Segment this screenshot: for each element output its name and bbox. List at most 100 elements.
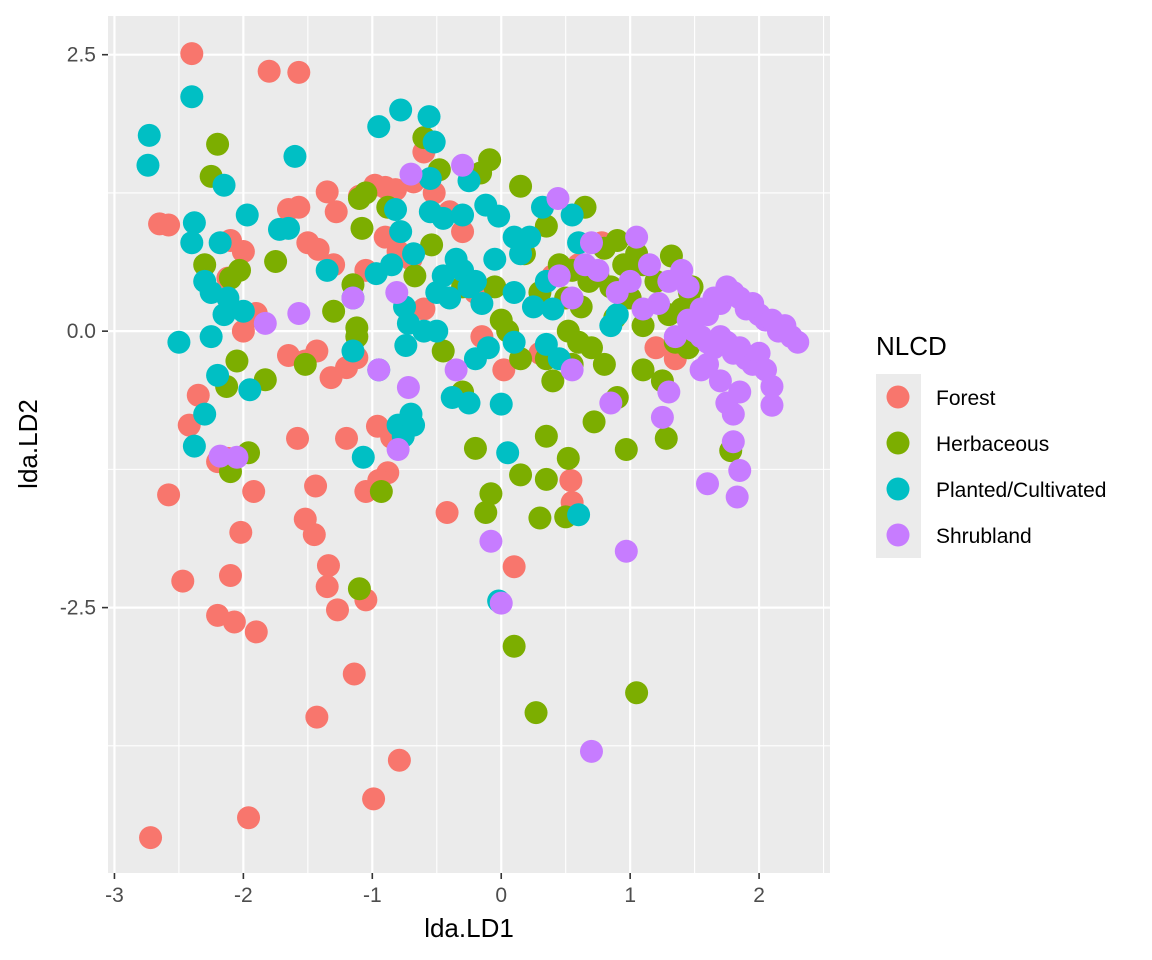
data-point (560, 203, 584, 227)
data-point (222, 610, 246, 634)
data-point (560, 358, 584, 382)
data-point (218, 564, 242, 588)
data-point (457, 391, 481, 415)
data-point (341, 339, 365, 363)
legend-key (886, 385, 910, 409)
data-point (451, 153, 475, 177)
data-point (315, 180, 339, 204)
data-point (167, 330, 191, 354)
data-point (229, 520, 253, 544)
data-point (631, 314, 655, 338)
data-point (521, 295, 545, 319)
data-point (305, 705, 329, 729)
data-points (136, 42, 810, 850)
data-point (287, 60, 311, 84)
data-point (225, 349, 249, 373)
data-point (212, 173, 236, 197)
data-point (435, 501, 459, 525)
data-point (605, 228, 629, 252)
data-point (412, 319, 436, 343)
data-point (315, 258, 339, 282)
data-point (180, 231, 204, 255)
data-point (592, 352, 616, 376)
data-point (579, 231, 603, 255)
data-point (186, 383, 210, 407)
data-point (283, 144, 307, 168)
data-point (524, 701, 548, 725)
data-point (534, 214, 558, 238)
data-point (579, 739, 603, 763)
axes: -3 -2 -1 0 1 2 2.5 0.0 -2.5 (60, 44, 765, 907)
data-point (547, 264, 571, 288)
data-point (614, 437, 638, 461)
data-point (418, 167, 442, 191)
data-point (422, 130, 446, 154)
data-point (509, 174, 533, 198)
data-point (631, 297, 655, 321)
data-point (225, 445, 249, 469)
data-point (431, 206, 455, 230)
data-point (567, 503, 591, 527)
data-point (335, 426, 359, 450)
x-tick-label: 2 (753, 884, 765, 907)
data-point (293, 352, 317, 376)
data-point (696, 352, 720, 376)
data-point (567, 330, 591, 354)
data-point (362, 787, 386, 811)
data-point (479, 529, 503, 553)
data-point (208, 231, 232, 255)
data-point (231, 319, 255, 343)
data-point (242, 479, 266, 503)
data-point (528, 506, 552, 530)
data-point (193, 253, 217, 277)
data-point (208, 444, 232, 468)
data-point (638, 253, 661, 277)
data-point (350, 216, 374, 240)
data-point (721, 430, 745, 454)
data-point (238, 378, 262, 402)
data-point (502, 634, 526, 658)
data-point (560, 286, 584, 310)
y-tick-label: 0.0 (67, 320, 96, 343)
data-point (399, 162, 423, 186)
data-point (760, 393, 784, 417)
data-point (502, 280, 526, 304)
data-point (657, 380, 681, 404)
data-point (324, 200, 348, 224)
data-point (509, 463, 533, 487)
data-point (470, 292, 494, 316)
data-point (492, 358, 516, 382)
data-point (380, 253, 404, 277)
data-point (306, 237, 330, 261)
data-point (431, 339, 455, 363)
legend-key (886, 523, 910, 547)
data-point (696, 472, 720, 496)
data-point (489, 392, 513, 416)
data-point (235, 203, 259, 227)
data-point (231, 240, 255, 264)
legend-label: Planted/Cultivated (936, 479, 1106, 502)
data-point (451, 203, 475, 227)
data-point (347, 577, 371, 601)
data-point (322, 299, 346, 323)
data-point (582, 410, 606, 434)
data-point (605, 303, 629, 327)
data-point (654, 426, 678, 450)
data-point (541, 369, 565, 393)
x-tick-label: -3 (105, 884, 124, 907)
data-point (725, 485, 749, 509)
data-point (351, 445, 375, 469)
legend-label: Forest (936, 387, 996, 410)
legend-label: Shrubland (936, 525, 1032, 548)
data-point (402, 413, 426, 437)
data-point (625, 225, 649, 249)
series-shrubland (208, 153, 810, 763)
data-point (786, 330, 810, 354)
data-point (136, 153, 160, 177)
data-point (218, 266, 242, 290)
data-point (384, 198, 408, 222)
data-point (631, 358, 655, 382)
data-point (180, 85, 204, 109)
data-point (403, 264, 427, 288)
